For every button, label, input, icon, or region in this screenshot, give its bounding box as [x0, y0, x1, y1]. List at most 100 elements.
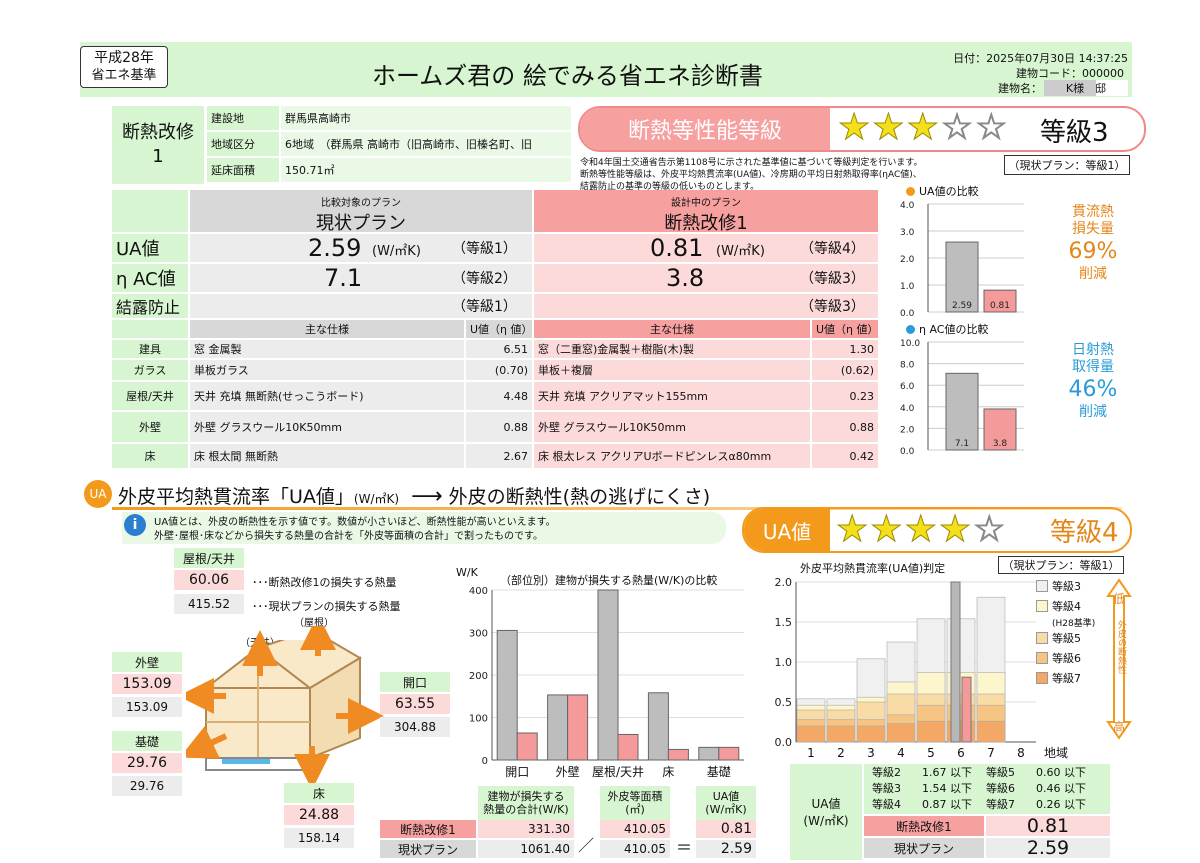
bar — [983, 289, 1017, 313]
category-label: 開口 — [505, 765, 529, 779]
spec-part: 床 — [112, 444, 188, 468]
grade-note-1: 令和4年国土交通省告示第1108号に示された基準値に基づいて等級判定を行います。 — [580, 158, 923, 168]
legend-label: 等級7 — [1052, 672, 1081, 685]
region-label: 地域区分 — [207, 132, 279, 156]
x-tick-label: 1 — [807, 746, 815, 760]
era-line2: 省エネ基準 — [91, 68, 157, 83]
star-empty-icon: ☆ — [973, 509, 1006, 550]
floor-current: 158.14 — [284, 828, 354, 848]
ua-current-grade: （等級1） — [452, 241, 517, 257]
legend-item: 等級6 — [1036, 648, 1110, 668]
tick-label: 0.5 — [775, 696, 793, 709]
header-bar — [80, 42, 1132, 97]
legend-label: 等級4 — [1052, 600, 1081, 613]
axis-mid: 外皮の断熱性 — [1116, 620, 1126, 674]
tick-label: 300 — [469, 629, 488, 640]
category-label: 屋根/天井 — [592, 765, 644, 779]
bar — [496, 629, 518, 761]
calc-head-ua: UA値 (W/㎡K) — [696, 786, 756, 820]
grade-band — [856, 725, 886, 743]
x-tick-label: 2 — [837, 746, 845, 760]
wall-current: 153.09 — [112, 697, 182, 717]
grade-band — [826, 725, 856, 743]
page-title: ホームズ君の 絵でみる省エネ診断書 — [372, 62, 763, 90]
ua-reduction-line1: 貫流熱 — [1072, 204, 1114, 220]
standards-cell: 等級6 — [986, 782, 1015, 795]
plan-name-cell: 断熱改修 1 — [112, 106, 204, 184]
ua-label: UA値 — [112, 234, 188, 262]
opening-new: 63.55 — [380, 694, 450, 714]
condensation-new-cell — [534, 294, 878, 318]
calc-slash: ／ — [578, 836, 595, 855]
ua-info-2: 外壁･屋根･床などから損失する熱量の合計を「外皮等面積の合計」で割ったものです。 — [154, 531, 543, 542]
ua-grade-box-label: UA値 — [744, 509, 830, 551]
opening-title: 開口 — [380, 672, 450, 692]
tick-label: 0.0 — [775, 736, 793, 749]
legend-item: 等級7 — [1036, 668, 1110, 688]
ua-section-heading: 外皮平均熱貫流率「UA値」(W/㎡K) ⟶ 外皮の断熱性(熱の逃げにくさ) — [118, 482, 710, 509]
floor-new: 24.88 — [284, 805, 354, 825]
eta-reduction-line1: 日射熱 — [1072, 342, 1114, 358]
tick-label: 1.5 — [775, 616, 793, 629]
bar — [698, 746, 720, 761]
grade-title: 断熱等性能等級 — [580, 108, 830, 150]
ua-reduction-pct: 69% — [1068, 239, 1118, 264]
legend-label: 等級6 — [1052, 652, 1081, 665]
tick-label: 0 — [482, 756, 488, 767]
eta-reduction-line2: 取得量 — [1072, 359, 1114, 375]
header-building-code: 建物コード：000000 — [1016, 67, 1124, 80]
star-icon: ★ — [938, 509, 972, 550]
star-empty-icon: ☆ — [940, 107, 974, 148]
star-icon: ★ — [904, 509, 937, 550]
x-tick-label: 7 — [987, 746, 995, 760]
ua-compare-chart: 4.0 3.0 2.0 1.0 0.0 2.59 0.81 — [900, 201, 1024, 318]
tick-label: 100 — [469, 714, 488, 725]
standards-cell: 等級4 — [872, 798, 901, 811]
eta-reduction: 日射熱 取得量 46% 削減 — [1058, 342, 1128, 421]
blue-dot-icon — [906, 324, 915, 334]
legend-label: (H28基準) — [1052, 618, 1096, 629]
spec-new: 窓（二重窓)金属製＋樹脂(木)製 — [534, 340, 810, 358]
condensation-current-cell — [190, 294, 532, 318]
category-label: 外壁 — [556, 764, 580, 779]
header-date: 日付：2025年07月30日 14:37:25 — [953, 52, 1128, 65]
new-plan-name: 断熱改修1 — [664, 213, 748, 234]
bar — [597, 589, 619, 761]
star-icon: ★ — [872, 107, 905, 148]
spec-current-u: 6.51 — [466, 340, 532, 358]
eta-new-cell — [534, 264, 878, 292]
ua-info-box — [122, 512, 726, 544]
standards-cell: 等級3 — [872, 782, 901, 795]
condensation-new-grade: （等級3） — [800, 299, 865, 315]
compare-corner — [112, 190, 188, 232]
bar-label: 0.81 — [990, 301, 1010, 311]
eta-compare-title: η AC値の比較 — [919, 323, 989, 336]
tick-label: 4.0 — [900, 404, 915, 414]
arrow-right-icon: ⟶ — [411, 484, 443, 509]
ua-grade-stars: ★ ★ ★ ★ ☆ — [835, 509, 1006, 550]
era-badge: 平成28年 省エネ基準 — [80, 46, 168, 88]
tick-label: 2.0 — [900, 255, 915, 265]
base-new: 29.76 — [112, 753, 182, 773]
grade-value: 等級3 — [1040, 118, 1109, 148]
x-tick-label: 8 — [1017, 746, 1025, 760]
legend-swatch — [1036, 652, 1048, 664]
standards-new-value: 0.81 — [986, 815, 1110, 837]
spec-new: 天井 充填 アクリアマット155mm — [534, 382, 810, 410]
spec-current-u: (0.70) — [466, 360, 532, 380]
tick-label: 1.0 — [775, 656, 793, 669]
region-chart-title: 外皮平均熱貫流率(UA値)判定 — [800, 562, 946, 575]
legend-item: 等級4 — [1036, 596, 1110, 616]
region-value: 6地域 （群馬県 高崎市（旧高崎市、旧榛名町、旧 — [281, 132, 571, 156]
area-value: 150.71㎡ — [281, 158, 571, 182]
spec-new-u: 1.30 — [812, 340, 878, 358]
eta-current-grade: （等級2） — [452, 271, 517, 287]
ua-new-unit: (W/㎡K) — [716, 244, 765, 259]
spec-current-u: 4.48 — [466, 382, 532, 410]
spec-new-u: 0.42 — [812, 444, 878, 468]
legend-swatch — [1036, 580, 1048, 592]
star-icon: ★ — [835, 509, 869, 550]
site-value: 群馬県高崎市 — [281, 106, 571, 130]
standards-current-value: 2.59 — [986, 837, 1110, 859]
spec-corner — [112, 320, 188, 338]
